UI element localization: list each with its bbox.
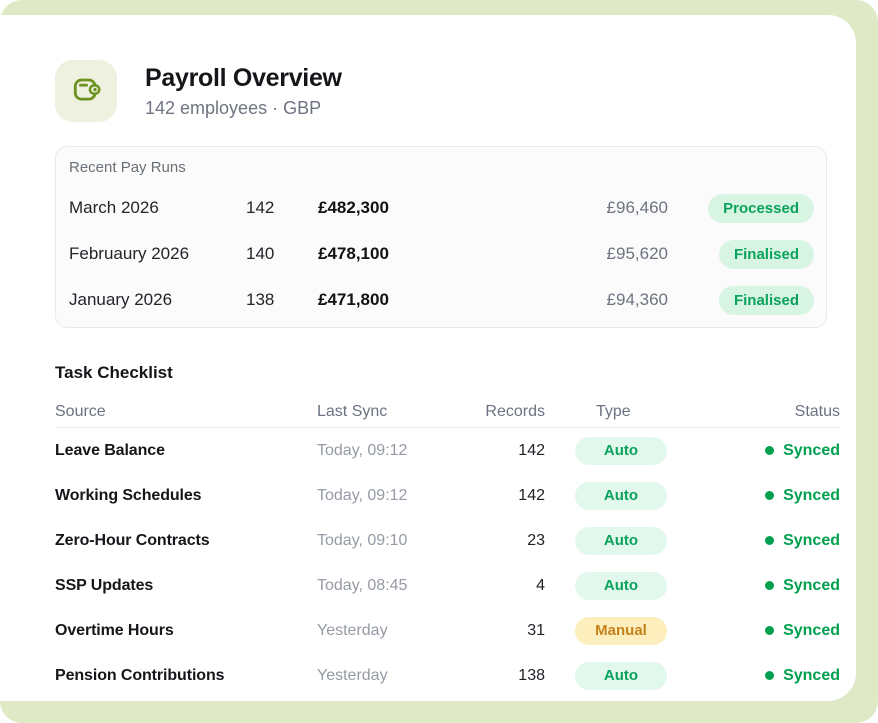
task-records: 138	[518, 666, 545, 684]
type-badge: Auto	[575, 526, 667, 555]
pay-run-month: Februaury 2026	[69, 244, 190, 263]
task-status: Synced	[717, 577, 840, 595]
pay-run-employee-count: 140	[246, 244, 275, 263]
task-type-cell: Auto	[545, 526, 717, 555]
task-type-cell: Auto	[545, 571, 717, 600]
pay-run-row[interactable]: Februaury 2026 140 £478,100 £95,620 Fina…	[69, 231, 814, 277]
task-row[interactable]: Leave Balance Today, 09:12 142 Auto Sync…	[55, 428, 840, 473]
type-badge: Auto	[575, 481, 667, 510]
page-title: Payroll Overview	[145, 63, 342, 92]
main-card: Payroll Overview 142 employees · GBP Rec…	[0, 15, 856, 701]
type-badge: Auto	[575, 661, 667, 690]
status-badge: Finalised	[718, 239, 814, 269]
status-badge: Finalised	[718, 285, 814, 315]
task-last-sync: Yesterday	[317, 621, 388, 639]
column-header-records: Records	[485, 402, 545, 420]
pay-run-secondary-amount: £96,460	[606, 198, 668, 217]
task-checklist-table: Source Last Sync Records Type Status Lea…	[55, 398, 840, 698]
page-subtitle: 142 employees · GBP	[145, 97, 322, 118]
task-source: Pension Contributions	[55, 666, 225, 684]
pay-run-status-cell: Processed	[668, 193, 814, 223]
task-source: Zero-Hour Contracts	[55, 531, 210, 549]
header-text: Payroll Overview 142 employees · GBP	[145, 64, 342, 119]
task-last-sync: Today, 08:45	[317, 576, 408, 594]
type-badge: Auto	[575, 436, 667, 465]
task-table-header: Source Last Sync Records Type Status	[55, 398, 840, 428]
task-status: Synced	[717, 532, 840, 550]
task-status-label: Synced	[783, 621, 840, 639]
task-source: SSP Updates	[55, 576, 154, 594]
pay-run-secondary-amount: £95,620	[606, 244, 668, 263]
task-source: Working Schedules	[55, 486, 202, 504]
synced-dot-icon	[765, 626, 775, 635]
task-status-label: Synced	[783, 576, 840, 594]
task-source: Leave Balance	[55, 441, 165, 459]
task-type-cell: Auto	[545, 436, 717, 465]
task-source: Overtime Hours	[55, 621, 174, 639]
pay-run-month: January 2026	[69, 290, 173, 309]
pay-run-row[interactable]: March 2026 142 £482,300 £96,460 Processe…	[69, 185, 814, 231]
header: Payroll Overview 142 employees · GBP	[55, 60, 342, 122]
pay-run-gross-amount: £471,800	[318, 290, 389, 309]
task-records: 23	[527, 531, 545, 549]
column-header-type: Type	[596, 402, 631, 420]
type-badge: Manual	[575, 616, 667, 645]
task-row[interactable]: Zero-Hour Contracts Today, 09:10 23 Auto…	[55, 518, 840, 563]
task-status-label: Synced	[783, 486, 840, 504]
task-records: 142	[518, 441, 545, 459]
synced-dot-icon	[765, 671, 775, 680]
task-row[interactable]: Pension Contributions Yesterday 138 Auto…	[55, 653, 840, 698]
pay-run-rows: March 2026 142 £482,300 £96,460 Processe…	[69, 185, 814, 323]
wallet-icon-tile	[55, 60, 117, 122]
wallet-icon	[68, 71, 104, 112]
task-status: Synced	[717, 442, 840, 460]
task-records: 142	[518, 486, 545, 504]
synced-dot-icon	[765, 581, 775, 590]
task-row[interactable]: Overtime Hours Yesterday 31 Manual Synce…	[55, 608, 840, 653]
task-last-sync: Yesterday	[317, 666, 388, 684]
type-badge: Auto	[575, 571, 667, 600]
task-status-label: Synced	[783, 441, 840, 459]
pay-run-employee-count: 142	[246, 198, 275, 217]
task-type-cell: Manual	[545, 616, 717, 645]
synced-dot-icon	[765, 491, 775, 500]
column-header-status: Status	[794, 402, 840, 420]
task-last-sync: Today, 09:10	[317, 531, 408, 549]
column-header-source: Source	[55, 402, 106, 420]
pay-run-gross-amount: £478,100	[318, 244, 389, 263]
task-checklist-title: Task Checklist	[55, 363, 173, 382]
pay-run-status-cell: Finalised	[668, 285, 814, 315]
task-rows: Leave Balance Today, 09:12 142 Auto Sync…	[55, 428, 840, 698]
task-records: 4	[536, 576, 545, 594]
recent-pay-runs-card: Recent Pay Runs March 2026 142 £482,300 …	[55, 146, 827, 328]
column-header-last-sync: Last Sync	[317, 402, 388, 420]
pay-run-gross-amount: £482,300	[318, 198, 389, 217]
task-row[interactable]: Working Schedules Today, 09:12 142 Auto …	[55, 473, 840, 518]
pay-run-row[interactable]: January 2026 138 £471,800 £94,360 Finali…	[69, 277, 814, 323]
task-type-cell: Auto	[545, 661, 717, 690]
pay-run-secondary-amount: £94,360	[606, 290, 668, 309]
task-records: 31	[527, 621, 545, 639]
task-status-label: Synced	[783, 531, 840, 549]
task-status-label: Synced	[783, 666, 840, 684]
status-badge: Processed	[708, 193, 814, 223]
synced-dot-icon	[765, 536, 775, 545]
task-status: Synced	[717, 667, 840, 685]
recent-pay-runs-title: Recent Pay Runs	[69, 159, 186, 176]
task-last-sync: Today, 09:12	[317, 441, 408, 459]
task-status: Synced	[717, 487, 840, 505]
task-row[interactable]: SSP Updates Today, 08:45 4 Auto Synced	[55, 563, 840, 608]
pay-run-month: March 2026	[69, 198, 159, 217]
pay-run-status-cell: Finalised	[668, 239, 814, 269]
task-type-cell: Auto	[545, 481, 717, 510]
synced-dot-icon	[765, 446, 775, 455]
task-status: Synced	[717, 622, 840, 640]
pay-run-employee-count: 138	[246, 290, 275, 309]
task-last-sync: Today, 09:12	[317, 486, 408, 504]
